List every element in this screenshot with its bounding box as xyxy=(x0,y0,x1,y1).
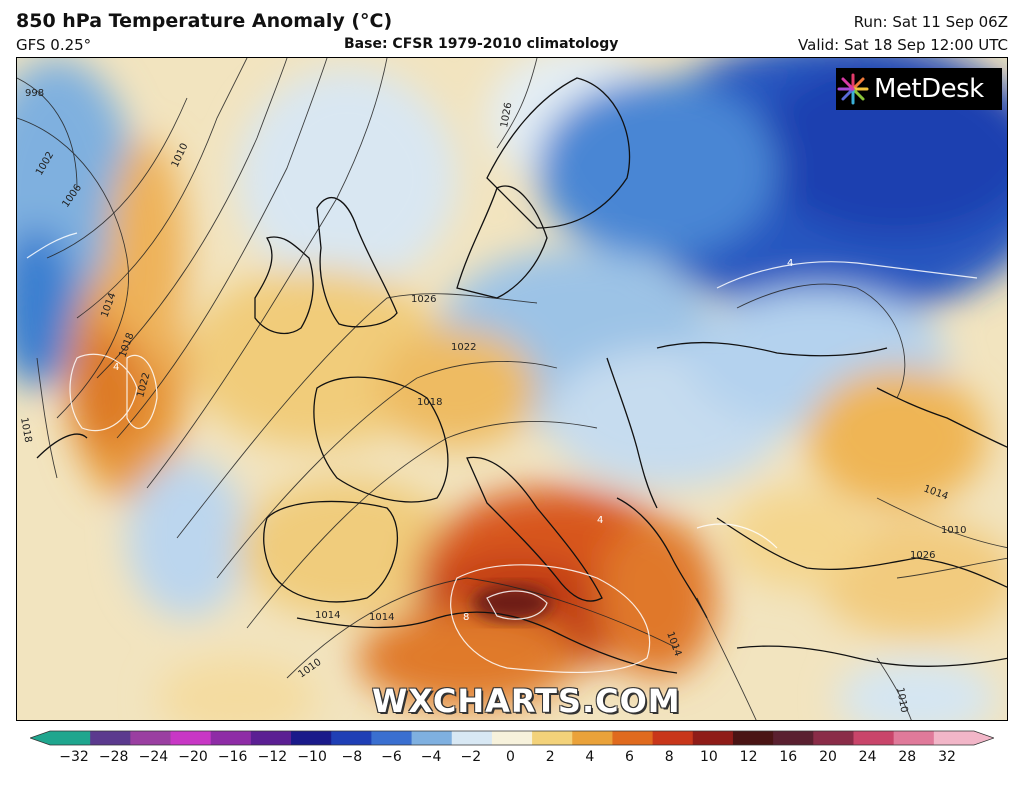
anomaly-contour-label: 4 xyxy=(597,515,603,526)
isobar-label: 1018 xyxy=(18,417,33,444)
colorbar-tick-label: 4 xyxy=(585,749,595,765)
colorbar-tick-label: 6 xyxy=(625,749,634,765)
colorbar-tick-label: −6 xyxy=(381,749,402,765)
isobar-label: 1026 xyxy=(499,102,514,129)
colorbar-outline xyxy=(30,730,994,746)
colorbar-cell xyxy=(853,731,895,745)
anomaly-contours xyxy=(26,232,978,674)
colorbar-tick-label: 8 xyxy=(664,749,674,765)
anomaly-map: 998 1002 1006 1010 1014 1018 1022 1018 1… xyxy=(16,57,1008,721)
colorbar-cell xyxy=(371,731,413,745)
colorbar-tick-label: 10 xyxy=(699,749,718,765)
isobar-label: 1010 xyxy=(894,687,909,714)
colorbar-tick-label: 0 xyxy=(506,749,515,765)
colorbar-cell xyxy=(652,731,694,745)
colorbar-tick-label: −4 xyxy=(420,749,442,765)
colorbar-cell xyxy=(893,731,935,745)
colorbar-cell xyxy=(210,731,252,745)
colorbar-tick-label: 28 xyxy=(898,749,917,765)
model-label: GFS 0.25° xyxy=(16,36,92,54)
chart-title: 850 hPa Temperature Anomaly (°C) xyxy=(16,10,393,32)
isobar-label: 1026 xyxy=(910,550,935,561)
watermark: WXCHARTS.COM xyxy=(372,682,681,720)
isobar-label: 1026 xyxy=(411,294,436,305)
anomaly-contour-label: 8 xyxy=(463,612,469,623)
anomaly-label-group: 4 4 4 8 xyxy=(113,258,793,623)
colorbar-cell xyxy=(692,731,734,745)
isobars xyxy=(17,58,1007,720)
colorbar-extend-right xyxy=(974,731,994,745)
anomaly-contour-label: 4 xyxy=(787,258,793,269)
colorbar-tick-label: 2 xyxy=(545,749,555,765)
valid-time-label: Valid: Sat 18 Sep 12:00 UTC xyxy=(798,36,1008,54)
isobar-label: 1018 xyxy=(417,397,442,408)
colorbar-cell xyxy=(291,731,332,745)
logo-text: MetDesk xyxy=(874,74,984,104)
run-time-label: Run: Sat 11 Sep 06Z xyxy=(853,13,1008,31)
colorbar-tick-label: 32 xyxy=(938,749,956,765)
colorbar-cell xyxy=(732,731,774,745)
colorbar xyxy=(30,730,994,746)
isobar-label: 1014 xyxy=(369,612,394,623)
colorbar-tick-label: 12 xyxy=(739,749,758,765)
colorbar-cell xyxy=(250,731,292,745)
isobar-label: 998 xyxy=(25,88,44,99)
colorbar-cell xyxy=(451,731,493,745)
colorbar-tick-label: −8 xyxy=(341,749,363,765)
colorbar-tick-label: −20 xyxy=(178,749,208,765)
colorbar-tick-label: 24 xyxy=(858,749,877,765)
colorbar-tick-label: 20 xyxy=(819,749,837,765)
colorbar-cell xyxy=(331,731,372,745)
colorbar-cells xyxy=(30,730,994,746)
anomaly-core xyxy=(472,585,552,621)
metdesk-logo: MetDesk xyxy=(836,68,1002,110)
colorbar-tick-label: −28 xyxy=(98,749,129,765)
colorbar-cell xyxy=(491,731,533,745)
colorbar-cell xyxy=(612,731,654,745)
colorbar-cell xyxy=(130,731,172,745)
sunburst-icon xyxy=(837,73,869,105)
colorbar-tick-label: −12 xyxy=(257,749,288,765)
colorbar-tick-label: −32 xyxy=(59,749,89,765)
colorbar-tick-label: −2 xyxy=(460,749,482,765)
colorbar-cell xyxy=(813,731,855,745)
isobar-label: 1022 xyxy=(451,342,476,353)
isobar-label: 1014 xyxy=(315,610,340,621)
anomaly-field xyxy=(17,58,1007,720)
colorbar-cell xyxy=(773,731,814,745)
colorbar-cell xyxy=(532,731,573,745)
map-canvas: 998 1002 1006 1010 1014 1018 1022 1018 1… xyxy=(17,58,1007,720)
colorbar-tick-label: −10 xyxy=(297,749,327,765)
colorbar-cell xyxy=(50,731,91,745)
climatology-base-label: Base: CFSR 1979-2010 climatology xyxy=(344,36,619,52)
colorbar-extend-left xyxy=(30,731,50,745)
anomaly-contour-label: 4 xyxy=(113,362,119,373)
coastlines xyxy=(36,77,1007,674)
colorbar-cell xyxy=(933,731,975,745)
colorbar-cell xyxy=(170,731,212,745)
colorbar-tick-label: −16 xyxy=(217,749,248,765)
isobar-label: 1010 xyxy=(941,525,966,536)
colorbar-cell xyxy=(411,731,453,745)
colorbar-cell xyxy=(90,731,131,745)
colorbar-cell xyxy=(572,731,614,745)
colorbar-tick-label: −24 xyxy=(138,749,169,765)
colorbar-tick-label: 16 xyxy=(779,749,798,765)
